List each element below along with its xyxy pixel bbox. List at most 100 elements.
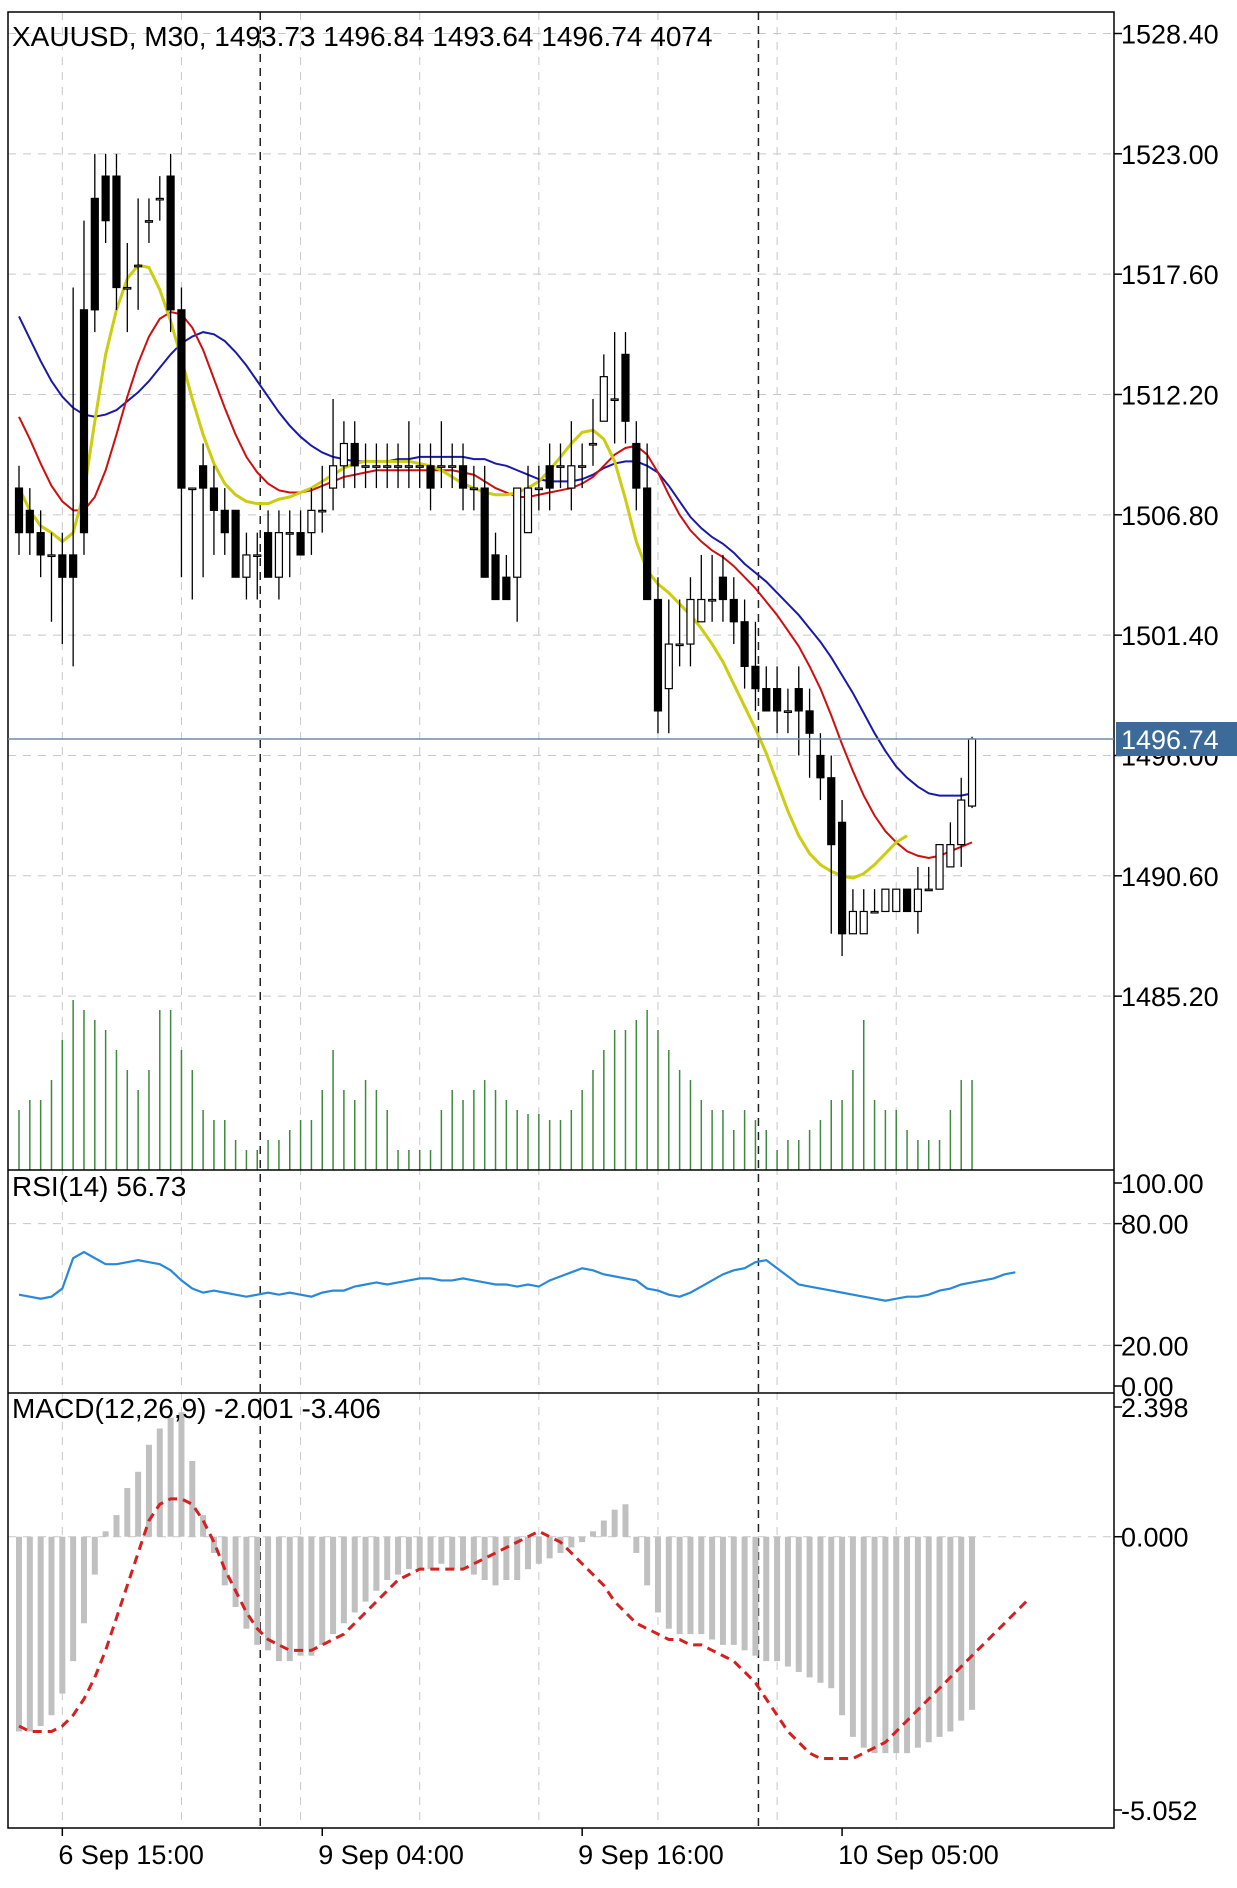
candle-body (870, 910, 879, 914)
macd-histogram-bar (849, 1536, 856, 1737)
candle[interactable] (339, 421, 348, 489)
candle[interactable] (513, 487, 522, 622)
candle[interactable] (545, 443, 554, 511)
candle[interactable] (957, 777, 966, 867)
candle[interactable] (101, 153, 110, 243)
candle[interactable] (762, 666, 771, 712)
candle[interactable] (935, 844, 944, 890)
candle[interactable] (36, 510, 45, 578)
candle[interactable] (794, 666, 803, 756)
candle[interactable] (924, 866, 933, 892)
candle[interactable] (534, 465, 543, 511)
candle[interactable] (491, 532, 500, 601)
candle[interactable] (134, 198, 143, 310)
candle[interactable] (686, 577, 695, 667)
candle[interactable] (913, 866, 922, 934)
candle[interactable] (967, 736, 977, 809)
candle[interactable] (188, 487, 197, 600)
candle[interactable] (675, 599, 684, 667)
candle[interactable] (469, 465, 478, 511)
candle[interactable] (610, 332, 619, 444)
candle[interactable] (383, 443, 392, 489)
candle[interactable] (123, 242, 132, 333)
candle[interactable] (242, 532, 251, 600)
candle[interactable] (25, 488, 34, 555)
candle[interactable] (859, 889, 868, 935)
candle[interactable] (837, 800, 847, 957)
candle[interactable] (285, 510, 294, 578)
candle[interactable] (199, 443, 208, 578)
candle[interactable] (643, 443, 652, 601)
macd-histogram-bar (16, 1536, 22, 1732)
candle[interactable] (166, 153, 175, 333)
candle[interactable] (220, 488, 229, 555)
candle[interactable] (751, 621, 760, 711)
candle[interactable] (870, 889, 879, 914)
candle[interactable] (881, 888, 890, 913)
candle[interactable] (664, 599, 673, 734)
candle[interactable] (567, 421, 576, 511)
candle[interactable] (426, 443, 435, 511)
candle[interactable] (632, 421, 641, 511)
candle[interactable] (372, 443, 381, 489)
candle[interactable] (599, 354, 608, 422)
candle[interactable] (805, 688, 814, 778)
candle[interactable] (263, 510, 273, 578)
candle[interactable] (946, 822, 955, 868)
candle[interactable] (848, 889, 858, 935)
candle[interactable] (177, 287, 186, 578)
candle[interactable] (350, 421, 359, 489)
candle[interactable] (892, 888, 901, 913)
candle[interactable] (556, 443, 565, 489)
candle[interactable] (578, 443, 587, 489)
candle[interactable] (58, 532, 67, 645)
candle[interactable] (816, 733, 825, 801)
candle[interactable] (827, 755, 836, 934)
candle[interactable] (404, 421, 413, 489)
candle[interactable] (902, 888, 912, 913)
candle[interactable] (144, 198, 154, 243)
macd-histogram-bar (925, 1536, 932, 1743)
candle[interactable] (155, 176, 164, 221)
candle[interactable] (437, 421, 446, 489)
candle[interactable] (523, 465, 533, 534)
candle[interactable] (588, 398, 598, 466)
candle[interactable] (740, 599, 749, 689)
candle[interactable] (296, 510, 305, 556)
macd-histogram-bar (405, 1536, 412, 1570)
candle[interactable] (209, 465, 219, 555)
candle[interactable] (47, 532, 56, 622)
candle[interactable] (69, 287, 78, 667)
candle[interactable] (112, 153, 121, 310)
candle[interactable] (653, 577, 663, 734)
macd-histogram-bar (189, 1460, 196, 1537)
candle[interactable] (79, 220, 89, 555)
candle[interactable] (621, 332, 630, 444)
macd-histogram-bar (698, 1536, 705, 1635)
candle[interactable] (361, 443, 370, 489)
candle[interactable] (328, 398, 338, 511)
candle[interactable] (772, 666, 782, 734)
candle[interactable] (458, 443, 468, 511)
candle[interactable] (90, 153, 99, 333)
candle[interactable] (729, 577, 738, 645)
candle[interactable] (708, 554, 717, 622)
candle-body (967, 738, 977, 807)
candle[interactable] (718, 554, 728, 622)
candle[interactable] (231, 509, 240, 578)
candle[interactable] (307, 488, 316, 555)
candle[interactable] (253, 532, 262, 600)
candle[interactable] (480, 465, 489, 578)
candle[interactable] (502, 554, 511, 601)
candle-body (231, 509, 240, 578)
candle[interactable] (415, 443, 424, 489)
candle[interactable] (274, 510, 284, 600)
candle[interactable] (783, 688, 793, 734)
candle[interactable] (318, 465, 327, 533)
candle[interactable] (393, 443, 403, 489)
candle[interactable] (697, 554, 706, 623)
candle[interactable] (14, 465, 24, 555)
candle[interactable] (448, 443, 457, 489)
